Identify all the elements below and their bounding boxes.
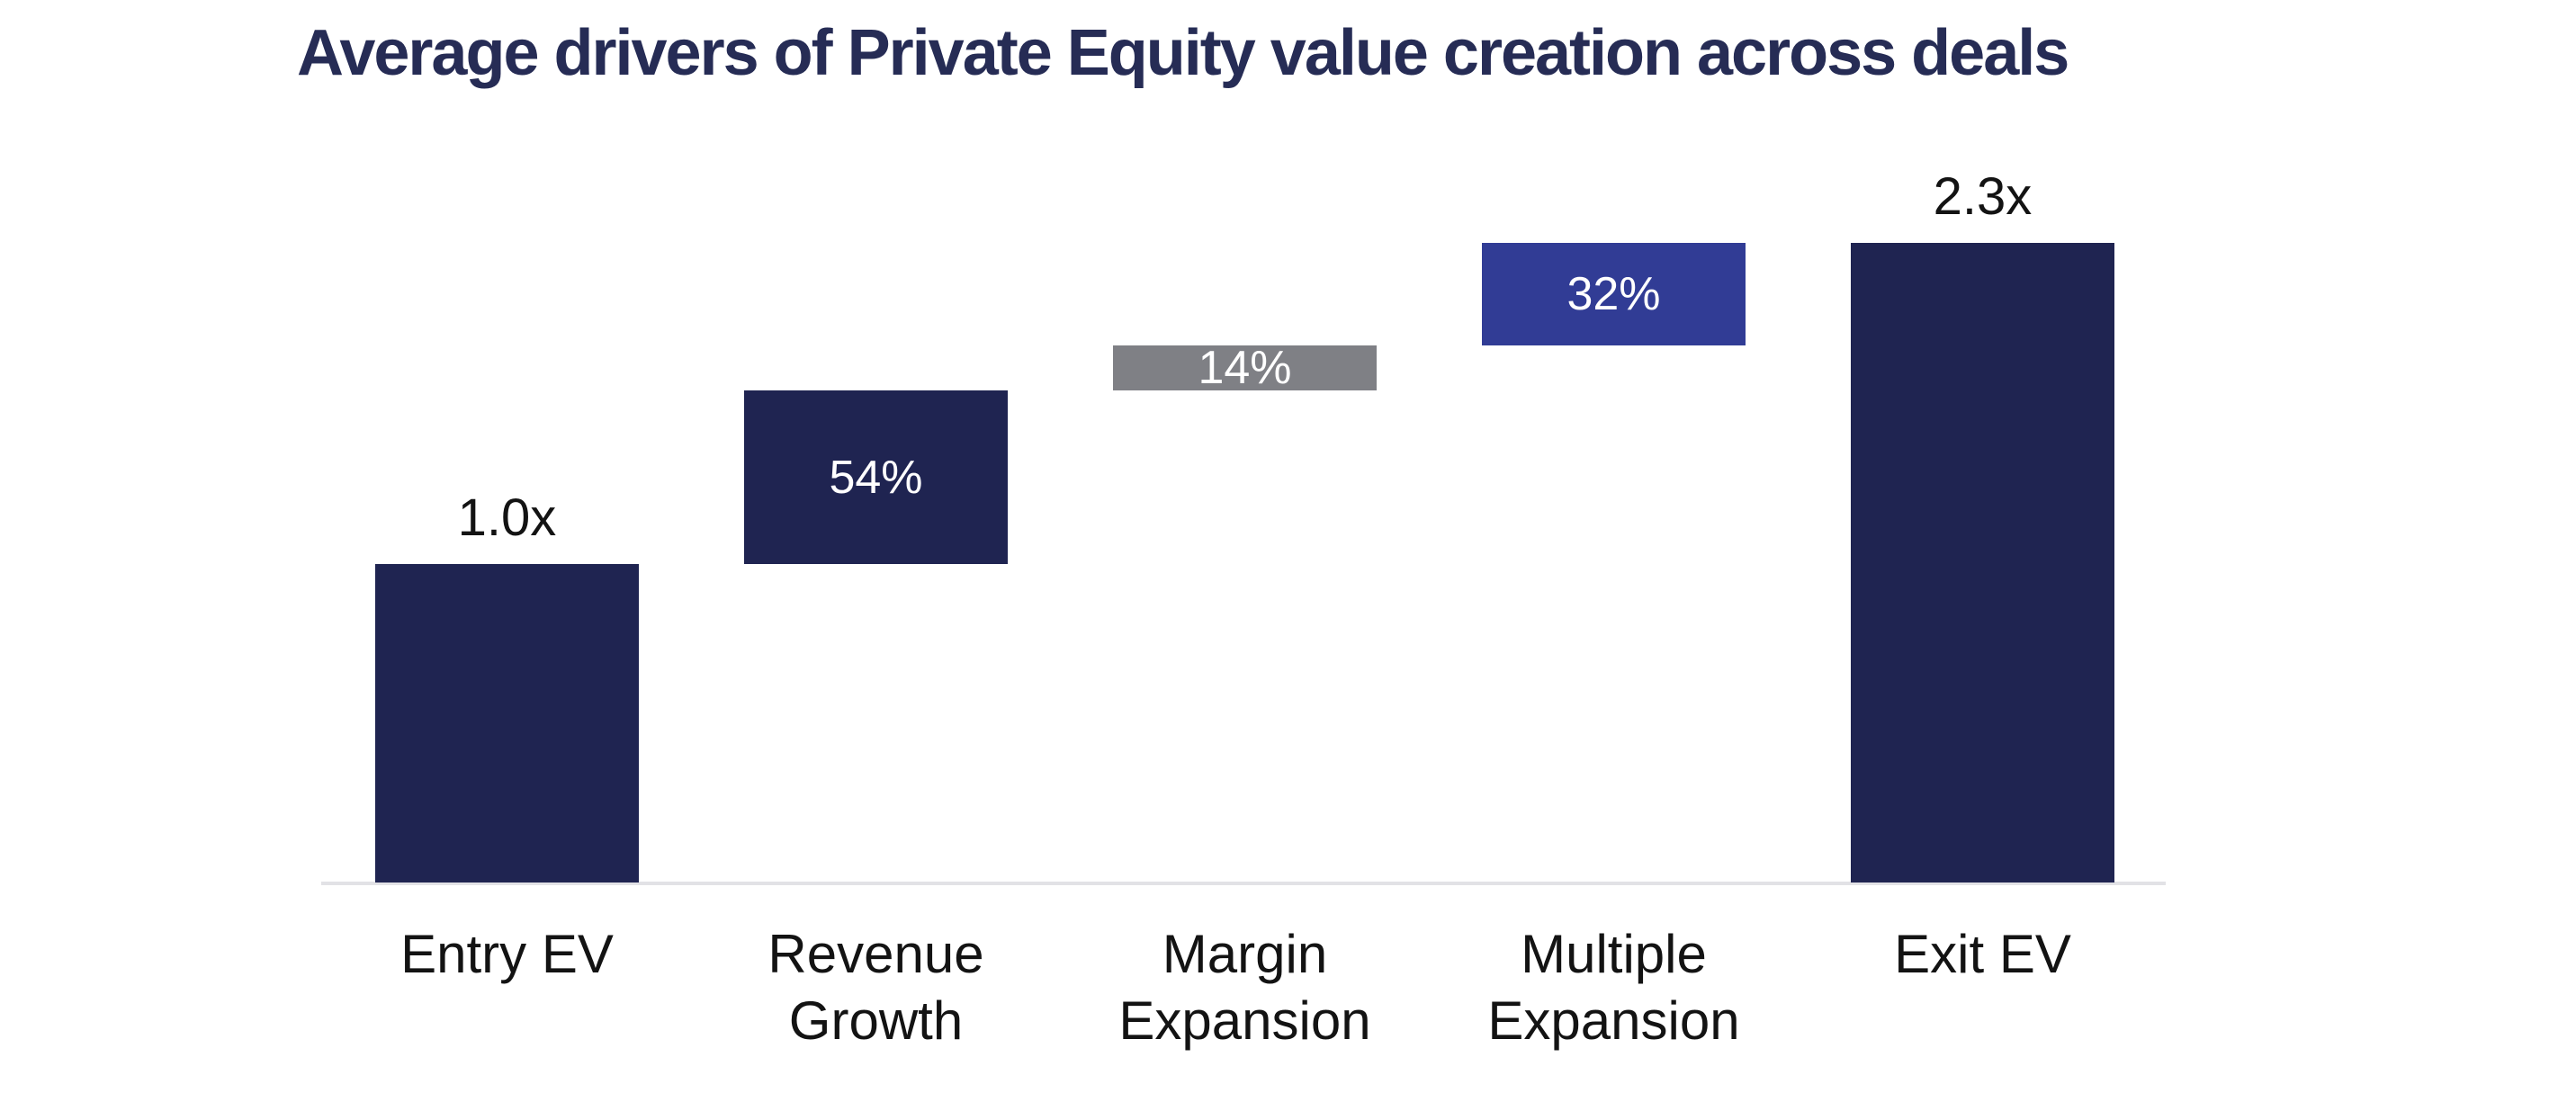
bar-value-label-multiple-expansion: 32% xyxy=(1566,268,1661,320)
x-axis-label-entry-ev: Entry EV xyxy=(319,921,696,988)
chart-title: Average drivers of Private Equity value … xyxy=(297,17,2069,89)
bar-exit-ev xyxy=(1851,243,2114,882)
x-axis-label-exit-ev: Exit EV xyxy=(1794,921,2172,988)
x-axis-label-line: Multiple xyxy=(1521,924,1707,984)
bar-revenue-growth: 54% xyxy=(744,390,1008,564)
x-axis-label-line: Growth xyxy=(788,990,964,1051)
bar-multiple-expansion: 32% xyxy=(1482,243,1746,345)
bar-value-label-revenue-growth: 54% xyxy=(829,451,923,504)
x-axis-label-multiple-expansion: Multiple Expansion xyxy=(1425,921,1803,1054)
x-axis-label-line: Revenue xyxy=(767,924,984,984)
x-axis-label-line: Expansion xyxy=(1487,990,1740,1051)
x-axis-label-revenue-growth: Revenue Growth xyxy=(687,921,1065,1054)
bar-entry-ev xyxy=(375,564,639,882)
bar-value-label-margin-expansion: 14% xyxy=(1198,342,1292,394)
x-axis-label-line: Margin xyxy=(1162,924,1328,984)
x-axis-label-line: Exit EV xyxy=(1894,924,2071,984)
x-axis-label-line: Entry EV xyxy=(400,924,614,984)
bar-margin-expansion: 14% xyxy=(1113,342,1377,394)
x-axis-line xyxy=(321,882,2166,885)
x-axis-label-margin-expansion: Margin Expansion xyxy=(1056,921,1434,1054)
x-axis-label-line: Expansion xyxy=(1118,990,1371,1051)
bar-value-label-entry-ev: 1.0x xyxy=(457,488,557,547)
bar-value-label-exit-ev: 2.3x xyxy=(1933,167,2033,226)
